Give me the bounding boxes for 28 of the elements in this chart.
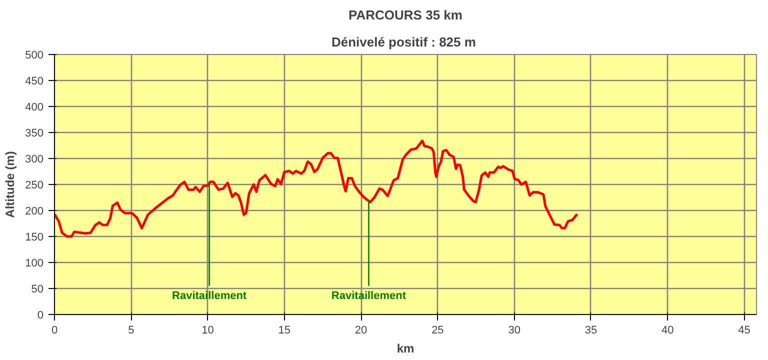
y-tick-label: 0 [37, 310, 44, 322]
y-tick-label: 350 [25, 128, 44, 140]
x-tick-label: 0 [51, 324, 58, 336]
y-tick-label: 300 [25, 154, 44, 166]
x-tick-label: 30 [508, 324, 520, 336]
x-axis-title: km [396, 342, 414, 356]
y-tick-label: 50 [31, 284, 44, 296]
chart-subtitle: Dénivelé positif : 825 m [331, 34, 476, 50]
y-axis-title: Altitude (m) [3, 151, 18, 218]
ref-line-label: Ravitaillement [172, 290, 247, 302]
y-tick-label: 500 [25, 50, 44, 62]
y-tick-label: 200 [25, 206, 44, 218]
x-tick-label: 15 [278, 324, 291, 336]
y-tick-label: 250 [25, 180, 44, 192]
x-tick-label: 20 [354, 324, 368, 336]
x-tick-label: 40 [661, 324, 674, 336]
y-tick-label: 450 [25, 76, 44, 88]
ref-line-label: Ravitaillement [331, 290, 406, 302]
y-tick-label: 150 [25, 232, 44, 244]
chart-title: PARCOURS 35 km [348, 8, 462, 22]
y-tick-label: 100 [25, 258, 44, 270]
x-tick-label: 35 [584, 324, 598, 336]
x-tick-label: 5 [128, 324, 134, 336]
y-tick-label: 400 [25, 102, 44, 114]
x-tick-label: 45 [738, 324, 750, 336]
x-tick-label: 10 [202, 324, 214, 336]
x-tick-label: 25 [432, 324, 444, 336]
line-series [54, 140, 578, 238]
